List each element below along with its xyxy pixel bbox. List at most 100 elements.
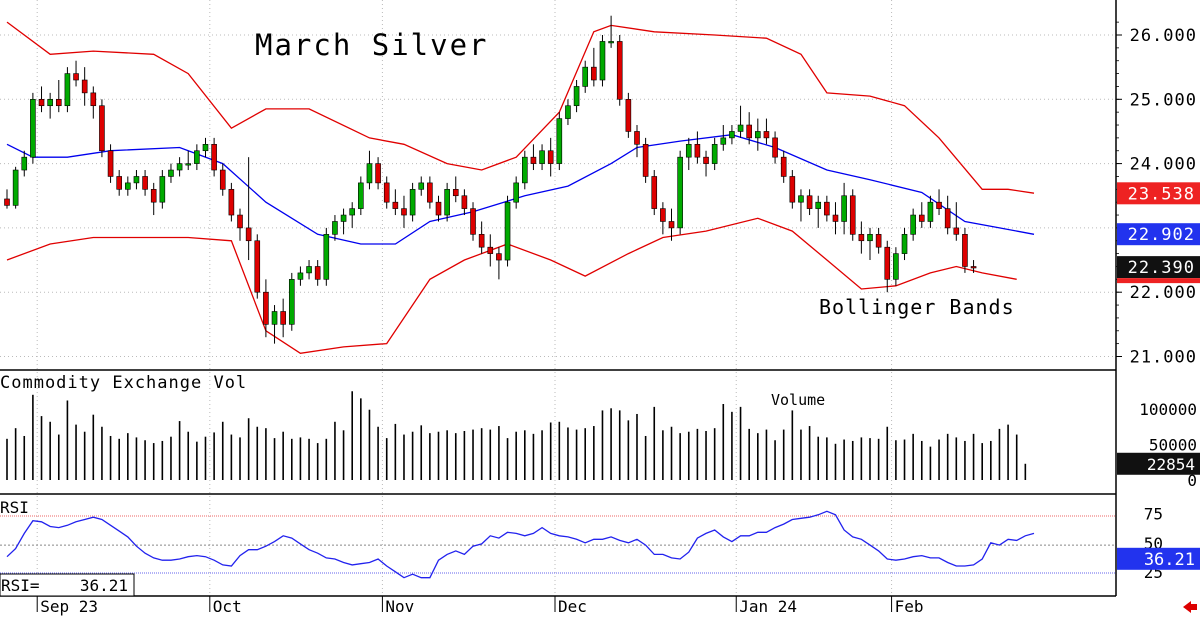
candle-up (185, 163, 192, 166)
candle-up (12, 169, 19, 206)
candle-down (470, 208, 476, 235)
volume-tick-label: 50000 (1149, 436, 1197, 455)
candle-up (271, 311, 278, 325)
candle-down (211, 144, 217, 171)
candle-up (125, 182, 131, 190)
rsi-line (6, 510, 1035, 579)
candle-down (936, 201, 942, 209)
candle-down (651, 176, 658, 209)
candle-down (314, 266, 321, 280)
price-tick-label: 22.000 (1130, 283, 1197, 303)
candle-down (392, 201, 399, 209)
candle-down (660, 208, 666, 222)
rsi-panel (0, 510, 1116, 579)
x-tick-label: Nov (385, 597, 414, 616)
candle-up (504, 201, 511, 261)
rsi-readout-value: 36.21 (80, 576, 128, 595)
candle-up (582, 66, 589, 87)
candle-down (591, 66, 597, 81)
candle-down (668, 221, 675, 229)
candle-down (789, 176, 796, 203)
candle-up (30, 99, 36, 158)
candle-down (694, 144, 701, 158)
candle-down (401, 208, 407, 216)
candle-up (340, 214, 347, 222)
candle-down (746, 124, 752, 139)
candle-up (21, 156, 28, 171)
candle-down (73, 73, 79, 81)
candle-up (685, 144, 692, 158)
candle-up (358, 182, 364, 209)
rsi-panel-title: RSI (0, 498, 29, 517)
candle-up (841, 195, 847, 222)
candle-up (599, 41, 606, 81)
candle-up (720, 137, 727, 145)
candle-down (461, 195, 468, 209)
candle-down (427, 182, 433, 203)
candle-up (755, 131, 761, 139)
candle-down (452, 189, 459, 197)
candle-down (763, 131, 770, 139)
rsi-value-tag-bg (1117, 547, 1200, 570)
candle-down (616, 41, 623, 100)
candle-down (703, 156, 709, 164)
candle-up (332, 221, 338, 235)
candle-up (867, 234, 873, 242)
x-tick-label: Dec (558, 597, 587, 616)
rsi-value-tag: 36.21 (1144, 550, 1195, 570)
upper-band-value-tag-bg (1117, 182, 1200, 205)
x-tick-label: Oct (213, 597, 242, 616)
candle-up (521, 156, 528, 184)
candle-up (409, 189, 416, 216)
candle-up (202, 144, 209, 152)
candle-up (539, 150, 545, 164)
candle-up (608, 41, 614, 44)
upper-band-value-tag: 23.538 (1128, 184, 1195, 204)
candle-up (349, 208, 356, 216)
price-tick-label: 24.000 (1130, 155, 1197, 175)
x-tick-label: Feb (895, 597, 924, 616)
candle-up (288, 279, 295, 325)
last-price-tag-bg (1117, 256, 1200, 279)
candle-down (918, 214, 925, 222)
candle-down (875, 234, 882, 248)
candle-up (176, 163, 183, 171)
value-tags: 23.538 22.902 22.390 22854 36.21 (1117, 182, 1200, 570)
candle-down (55, 99, 62, 107)
middle-bollinger-band (6, 134, 1035, 245)
volume-value-tag-bg (1117, 452, 1200, 475)
candle-up (677, 156, 683, 229)
candle-down (824, 201, 830, 216)
candle-down (832, 214, 839, 222)
candle-up (306, 266, 312, 274)
lower-bollinger-band (6, 217, 1017, 354)
candle-up (573, 86, 580, 107)
volume-bars (6, 391, 1027, 480)
candle-up (159, 176, 166, 203)
candle-up (737, 124, 744, 132)
candle-down (219, 169, 226, 190)
candle-down (254, 240, 261, 293)
x-tick-label: Sep 23 (40, 597, 98, 616)
candle-down (944, 208, 951, 229)
candle-down (150, 189, 157, 203)
candle-down (953, 227, 960, 235)
x-axis: Sep 23 Oct Nov Dec Jan 24 Feb (36, 596, 924, 616)
middle-band-value-tag: 22.902 (1128, 225, 1195, 245)
middle-band-value-tag-bg (1117, 223, 1200, 246)
candle-down (547, 150, 554, 164)
price-grid (0, 0, 1116, 596)
candle-up (565, 105, 571, 119)
candle-up (901, 234, 908, 254)
candle-down (642, 144, 649, 177)
candle-down (806, 195, 813, 209)
candle-down (142, 176, 148, 190)
rsi-readout-box (0, 573, 135, 597)
candle-down (487, 246, 494, 254)
candle-up (513, 182, 519, 203)
candle-up (297, 272, 304, 280)
candle-up (910, 214, 916, 235)
rsi-tick-label: 75 (1144, 505, 1163, 524)
candle-down (884, 246, 891, 280)
candle-down (634, 131, 640, 145)
